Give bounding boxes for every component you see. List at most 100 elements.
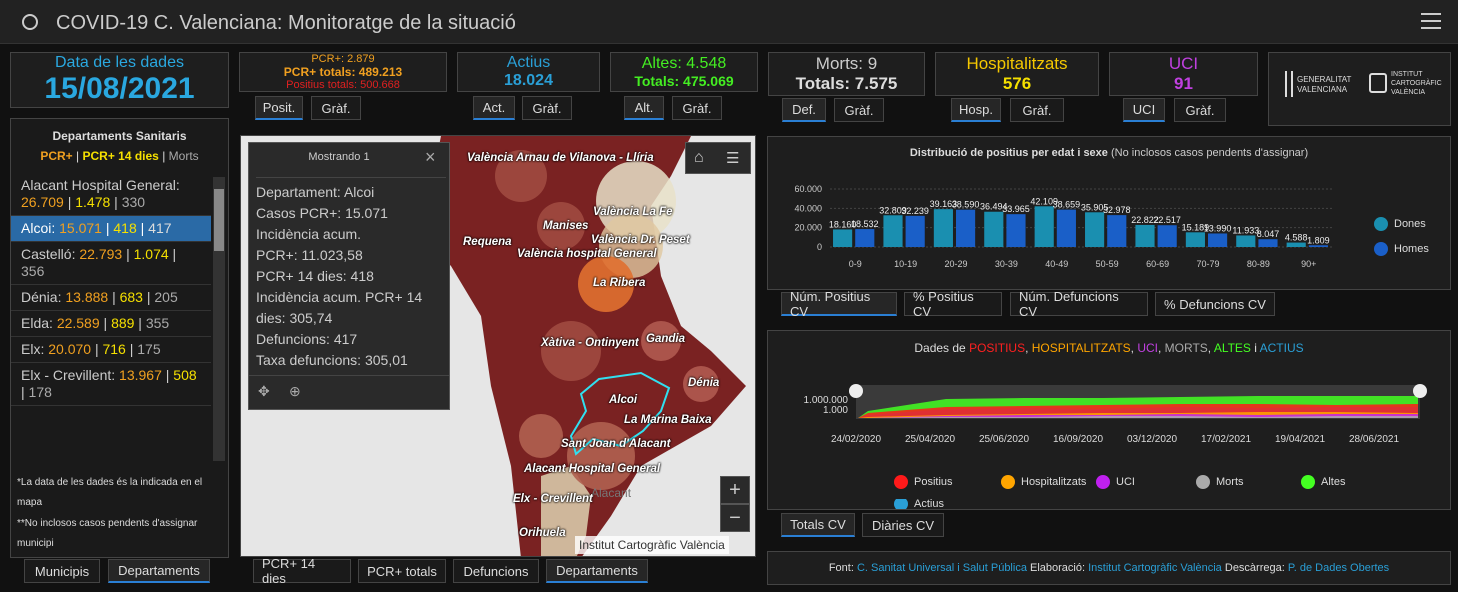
tab-pct-positius[interactable]: % Positius CV xyxy=(904,289,1002,319)
ts-ytick: 1.000 xyxy=(823,405,848,416)
list-icon[interactable]: ☰ xyxy=(726,150,740,167)
ts-range-handle-left[interactable] xyxy=(849,384,863,398)
ts-legend-item[interactable]: Actius xyxy=(894,499,944,509)
close-icon[interactable]: × xyxy=(425,147,436,167)
tab-num-defuncions[interactable]: Núm. Defuncions CV xyxy=(1010,289,1148,319)
tab-map-departaments[interactable]: Departaments xyxy=(546,559,648,583)
dept-list-item[interactable]: Elx: 20.070 | 716 | 175 xyxy=(11,337,211,363)
age-bar-homes[interactable] xyxy=(1006,214,1026,247)
tab-graf-pcr[interactable]: Gràf. xyxy=(311,96,361,120)
zoom-out-button[interactable]: − xyxy=(720,504,750,532)
map-city-la-fe[interactable]: València La Fe xyxy=(593,206,673,218)
zoom-to-icon[interactable]: ⊕ xyxy=(289,383,301,399)
map-city-denia[interactable]: Dénia xyxy=(688,377,720,389)
home-icon[interactable]: ⌂ xyxy=(694,149,704,166)
tab-map-pcr-totals[interactable]: PCR+ totals xyxy=(358,559,446,583)
ts-legend-item[interactable]: Altes xyxy=(1301,475,1345,489)
tab-graf-def[interactable]: Gràf. xyxy=(834,98,884,122)
icv-logo-text1: INSTITUT xyxy=(1391,71,1423,78)
dept-list[interactable]: Alacant Hospital General: 26.709 | 1.478… xyxy=(11,173,211,461)
age-ytick: 60.000 xyxy=(794,184,822,194)
map-city-alcoi[interactable]: Alcoi xyxy=(609,394,638,406)
age-bar-homes[interactable] xyxy=(1157,225,1177,247)
ts-title-positius: POSITIUS xyxy=(969,341,1026,355)
age-bar-dones[interactable] xyxy=(1185,232,1205,247)
map-city-sant-joan[interactable]: Sant Joan d'Alacant xyxy=(561,438,671,450)
map-panel[interactable]: València Arnau de Vilanova - Llíria Valè… xyxy=(240,135,756,557)
map-city-elx[interactable]: Elx - Crevillent xyxy=(513,493,593,505)
age-bar-dones[interactable] xyxy=(833,229,853,247)
map-city-xativa[interactable]: Xàtiva - Ontinyent xyxy=(541,337,639,349)
tab-graf-act[interactable]: Gràf. xyxy=(522,96,572,120)
map-city-la-ribera[interactable]: La Ribera xyxy=(593,277,646,289)
footer-src-link[interactable]: C. Sanitat Universal i Salut Pública xyxy=(856,562,1027,574)
dept-list-item[interactable]: Dénia: 13.888 | 683 | 205 xyxy=(11,285,211,311)
map-city-orihuela[interactable]: Orihuela xyxy=(519,527,566,539)
age-bar-dones[interactable] xyxy=(933,209,953,247)
footer-desc-link[interactable]: P. de Dades Obertes xyxy=(1287,562,1390,574)
footer-elab-link[interactable]: Institut Cartogràfic València xyxy=(1088,562,1222,574)
tab-graf-hosp[interactable]: Gràf. xyxy=(1010,98,1064,122)
tab-totals-cv[interactable]: Totals CV xyxy=(781,513,855,537)
map-city-arnau[interactable]: València Arnau de Vilanova - Llíria xyxy=(467,152,654,164)
tab-uci[interactable]: UCI xyxy=(1123,98,1165,122)
age-bar-homes[interactable] xyxy=(1056,209,1076,247)
age-bar-dones[interactable] xyxy=(1286,242,1306,247)
tab-municipis[interactable]: Municipis xyxy=(24,559,100,583)
dept-list-item[interactable]: Castelló: 22.793 | 1.074 | 356 xyxy=(11,242,211,285)
tab-departaments[interactable]: Departaments xyxy=(108,559,210,583)
zoom-in-button[interactable]: + xyxy=(720,476,750,504)
tab-pct-defuncions[interactable]: % Defuncions CV xyxy=(1155,292,1275,316)
tab-act[interactable]: Act. xyxy=(473,96,515,120)
tab-map-defuncions[interactable]: Defuncions xyxy=(453,559,539,583)
age-bar-dones[interactable] xyxy=(883,215,903,247)
home-button[interactable]: ⌂ ☰ xyxy=(685,142,751,174)
age-bar-homes[interactable] xyxy=(1258,239,1278,247)
tab-graf-uci[interactable]: Gràf. xyxy=(1174,98,1226,122)
map-city-gandia[interactable]: Gandia xyxy=(646,333,685,345)
ts-legend-item[interactable]: Hospitalitzats xyxy=(1001,475,1086,489)
hosp-label: Hospitalitzats xyxy=(966,54,1068,73)
age-bar-homes[interactable] xyxy=(1308,245,1328,247)
age-bar-dones[interactable] xyxy=(1135,224,1155,247)
tab-num-positius[interactable]: Núm. Positius CV xyxy=(781,289,897,319)
tab-alt[interactable]: Alt. xyxy=(624,96,664,120)
age-bar-homes[interactable] xyxy=(956,209,976,247)
dept-list-item[interactable]: Elx - Crevillent: 13.967 | 508 | 178 xyxy=(11,363,211,406)
map-canvas[interactable] xyxy=(241,136,756,557)
dept-list-item[interactable]: Alacant Hospital General: 26.709 | 1.478… xyxy=(11,173,211,216)
menu-icon[interactable] xyxy=(1421,13,1441,29)
age-bar-homes[interactable] xyxy=(1208,233,1228,247)
age-bar-homes[interactable] xyxy=(905,215,925,247)
ts-legend-item[interactable]: UCI xyxy=(1096,475,1135,489)
age-bar-dones[interactable] xyxy=(1034,206,1054,247)
tab-posit[interactable]: Posit. xyxy=(255,96,303,120)
map-city-hospital-general[interactable]: València hospital General xyxy=(517,248,657,260)
map-city-dr-peset[interactable]: València Dr. Peset xyxy=(591,234,690,246)
age-bar-dones[interactable] xyxy=(1236,235,1256,247)
map-city-marina-baixa[interactable]: La Marina Baixa xyxy=(624,414,712,426)
dept-list-item[interactable]: Elda: 22.589 | 889 | 355 xyxy=(11,311,211,337)
map-city-manises[interactable]: Manises xyxy=(543,220,589,232)
move-icon[interactable]: ✥ xyxy=(258,383,270,399)
age-bar-dones[interactable] xyxy=(1085,212,1105,247)
dept-list-item[interactable]: Alcoi: 15.071 | 418 | 417 xyxy=(11,216,211,242)
age-bar-dones[interactable] xyxy=(984,211,1004,247)
ts-legend-item[interactable]: Positius xyxy=(894,475,953,489)
popup-line: Incidència acum. PCR+ 14 xyxy=(256,289,423,305)
morts-today: Morts: 9 xyxy=(815,54,878,73)
map-city-alacant-hg[interactable]: Alacant Hospital General xyxy=(524,463,661,475)
map-city-requena[interactable]: Requena xyxy=(463,236,512,248)
ts-legend-item[interactable]: Morts xyxy=(1196,475,1244,489)
tab-graf-alt[interactable]: Gràf. xyxy=(672,96,722,120)
tab-map-pcr14[interactable]: PCR+ 14 dies xyxy=(253,556,351,586)
age-bar-homes[interactable] xyxy=(1107,215,1127,247)
tab-hosp[interactable]: Hosp. xyxy=(951,98,1001,122)
ts-range-handle-right[interactable] xyxy=(1413,384,1427,398)
tab-diaries-cv[interactable]: Diàries CV xyxy=(862,513,944,537)
ts-legend-swatch xyxy=(1001,475,1015,489)
age-bar-homes[interactable] xyxy=(855,229,875,247)
tab-def[interactable]: Def. xyxy=(782,98,826,122)
ts-title-hosp: HOSPITALITZATS xyxy=(1031,341,1131,355)
dept-scrollbar[interactable] xyxy=(213,177,225,461)
